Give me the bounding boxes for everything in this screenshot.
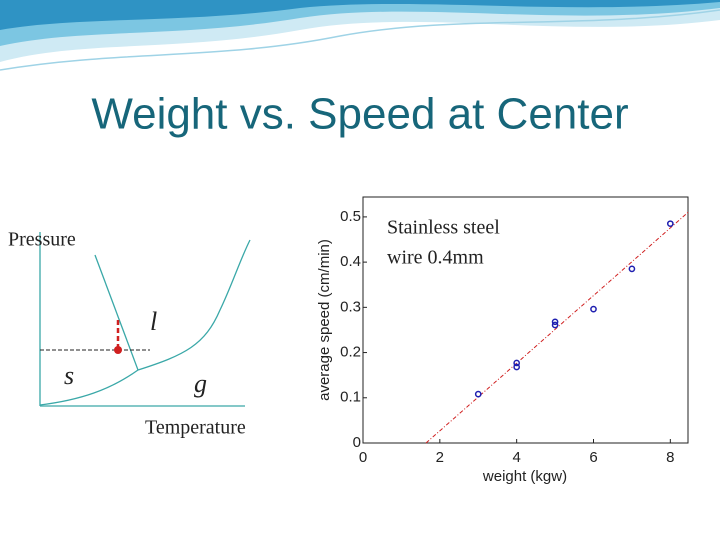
y-tick-label: 0 [353, 434, 361, 451]
plot-frame [362, 196, 689, 444]
x-tick-label: 6 [589, 449, 597, 466]
data-point [628, 265, 636, 273]
diagram-x-label: Temperature [145, 417, 246, 439]
x-tick-label: 8 [666, 449, 674, 466]
y-tick-label: 0.4 [340, 253, 361, 270]
y-tick-label: 0.3 [340, 298, 361, 315]
y-axis-label: average speed (cm/min) [316, 239, 333, 401]
data-point [666, 220, 674, 228]
y-tick-label: 0.5 [340, 208, 361, 225]
x-axis-label: weight (kgw) [482, 468, 567, 485]
annotation: Stainless steel [387, 217, 500, 239]
phase-diagram [39, 232, 251, 407]
y-tick-label: 0.2 [340, 344, 361, 361]
x-tick-label: 0 [359, 449, 367, 466]
y-tick-label: 0.1 [340, 389, 361, 406]
phase-label: g [194, 369, 207, 398]
phase-label: s [64, 361, 74, 390]
header-decoration [0, 0, 720, 71]
slide-title: Weight vs. Speed at Center [91, 90, 628, 139]
data-point [513, 359, 521, 367]
x-tick-label: 2 [436, 449, 444, 466]
data-point [551, 318, 559, 326]
x-tick-label: 4 [512, 449, 520, 466]
annotation: wire 0.4mm [387, 247, 484, 269]
data-point [474, 390, 482, 398]
data-point [590, 305, 597, 313]
data-point [513, 363, 521, 371]
diagram-y-label: Pressure [8, 229, 76, 251]
phase-label: l [150, 307, 157, 336]
data-point [551, 321, 559, 329]
